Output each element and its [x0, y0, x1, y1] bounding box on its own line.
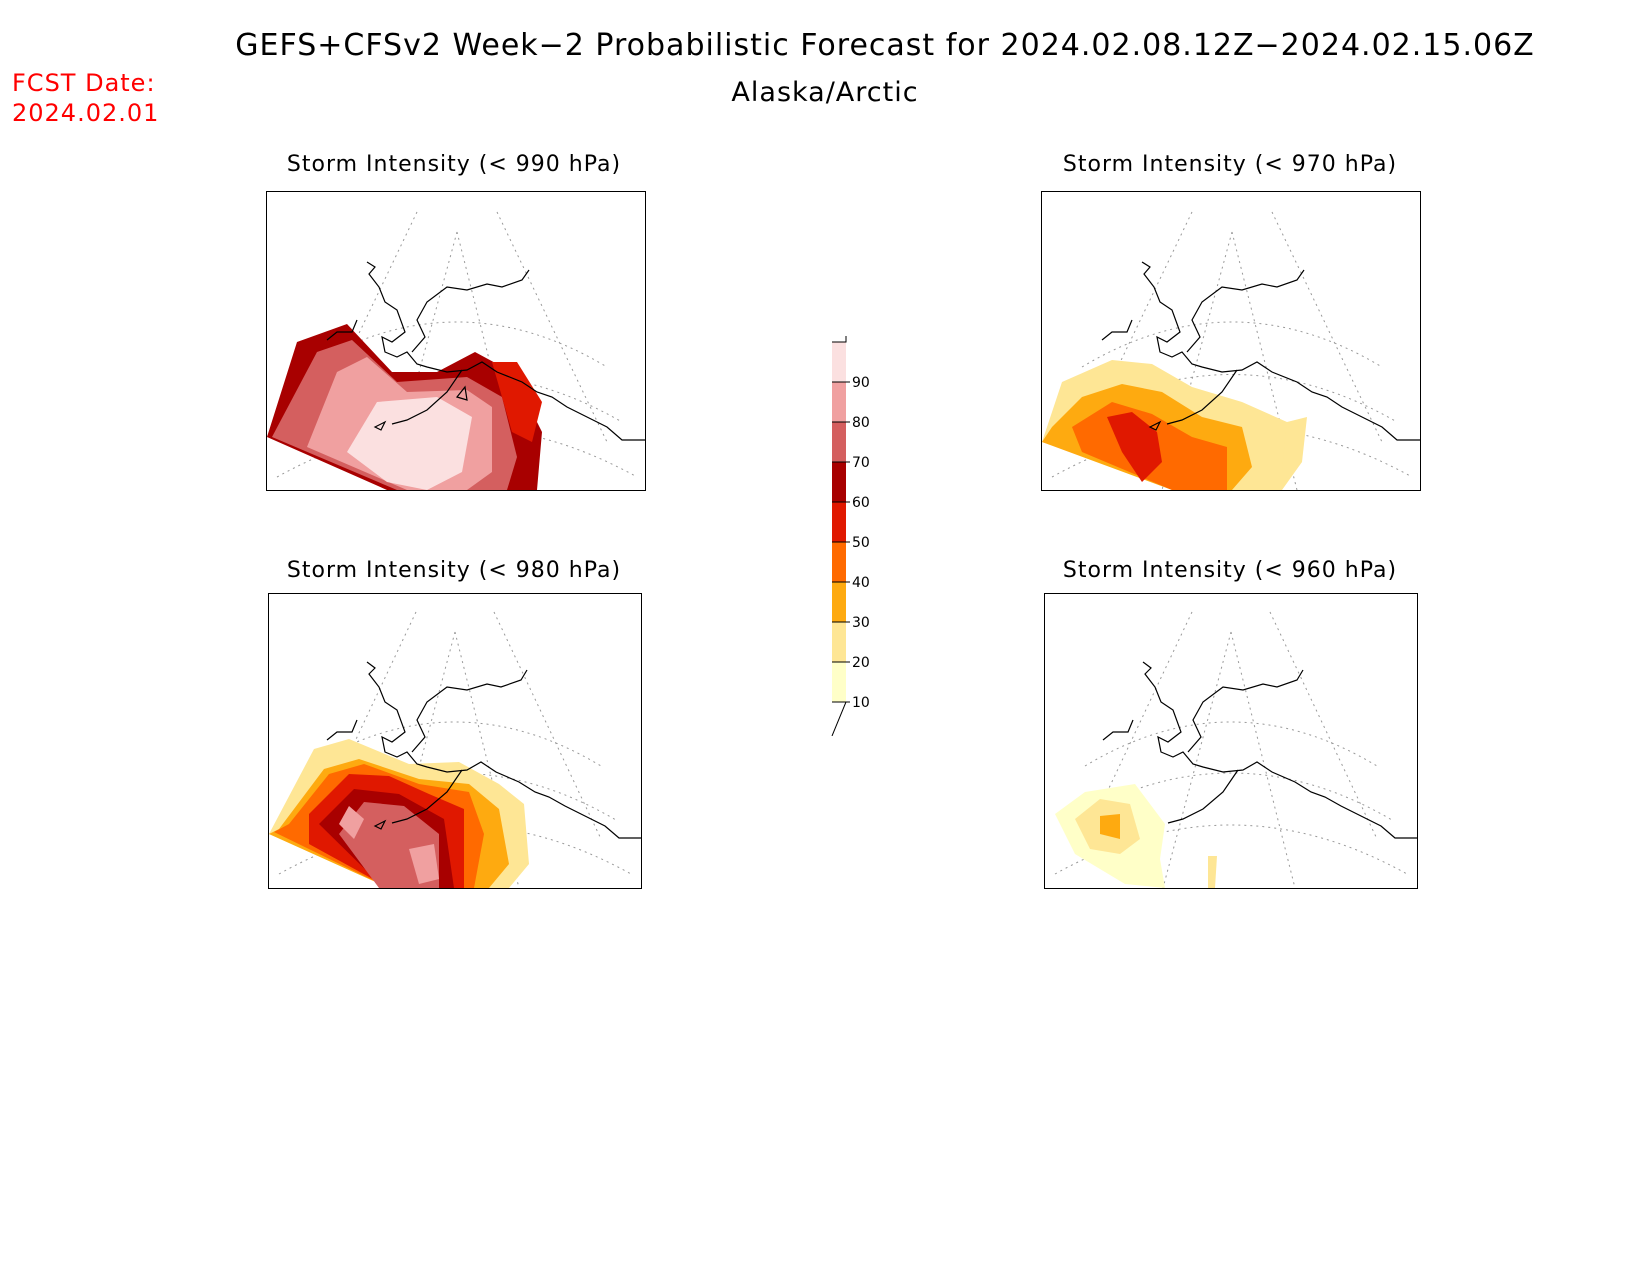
- colorbar-tick-label: 60: [852, 495, 870, 511]
- region-subtitle: Alaska/Arctic: [731, 77, 919, 108]
- colorbar-tick-label: 50: [852, 535, 870, 551]
- map-panel-990: [266, 191, 646, 491]
- probability-shading: [267, 324, 542, 490]
- colorbar-tick-label: 70: [852, 455, 870, 471]
- panel-title-960: Storm Intensity (< 960 hPa): [1062, 558, 1398, 583]
- colorbar-swatch: [832, 502, 846, 542]
- colorbar-swatch: [832, 382, 846, 422]
- colorbar-tick-label: 20: [852, 655, 870, 671]
- colorbar-swatch: [832, 662, 846, 702]
- colorbar-swatch: [832, 342, 846, 382]
- panel-title-970: Storm Intensity (< 970 hPa): [1062, 152, 1398, 177]
- colorbar-swatch: [832, 422, 846, 462]
- page-title: GEFS+CFSv2 Week−2 Probabilistic Forecast…: [235, 28, 1535, 63]
- probability-shading: [269, 739, 529, 888]
- colorbar-swatch: [832, 582, 846, 622]
- colorbar-swatch: [832, 542, 846, 582]
- colorbar-tick-label: 10: [852, 695, 870, 711]
- colorbar-bottom-tip: [831, 701, 847, 737]
- colorbar-tick-label: 80: [852, 415, 870, 431]
- forecast-date-value: 2024.02.01: [12, 99, 160, 127]
- map-panel-970: [1041, 191, 1421, 491]
- panel-title-980: Storm Intensity (< 980 hPa): [286, 558, 622, 583]
- colorbar-top-tip: [832, 308, 847, 343]
- map-panel-980: [268, 593, 642, 889]
- forecast-date-label: FCST Date:: [12, 69, 156, 97]
- panel-title-990: Storm Intensity (< 990 hPa): [286, 152, 622, 177]
- colorbar-swatch: [832, 622, 846, 662]
- map-panel-960: [1044, 593, 1418, 889]
- colorbar-tick-label: 40: [852, 575, 870, 591]
- probability-colorbar: 10 20 30 40 50 60 70 80 90: [826, 308, 906, 737]
- probability-shading: [1042, 360, 1307, 490]
- colorbar-swatch: [832, 462, 846, 502]
- probability-shading: [1055, 784, 1217, 888]
- coastline: [326, 261, 645, 441]
- forecast-date: FCST Date: 2024.02.01: [12, 68, 159, 128]
- colorbar-tick-label: 30: [852, 615, 870, 631]
- colorbar-tick-label: 90: [852, 375, 870, 391]
